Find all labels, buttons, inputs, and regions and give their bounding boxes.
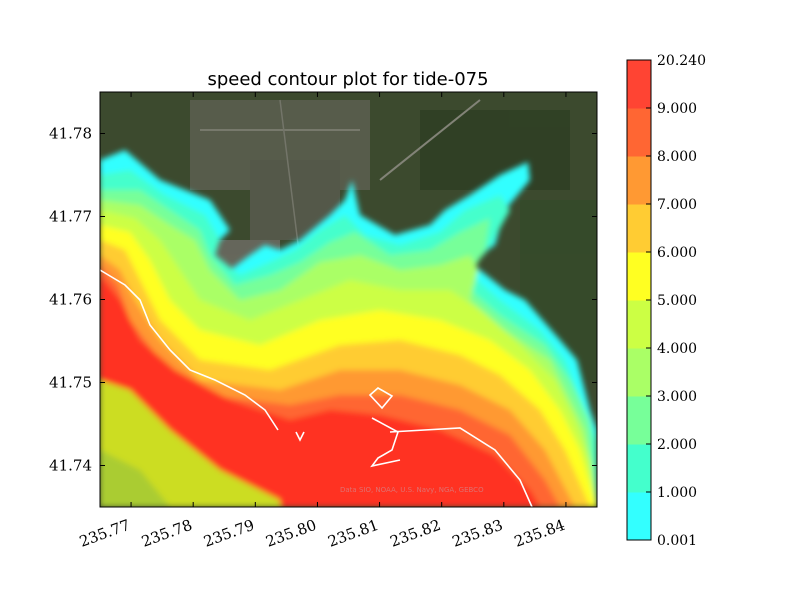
basemap-attribution: Data SIO, NOAA, U.S. Navy, NGA, GEBCO [340,486,484,494]
colorbar-label: 4.000 [657,341,697,357]
y-tick-label: 41.77 [49,208,92,226]
colorbar-segment [627,348,651,397]
colorbar-label: 8.000 [657,149,697,165]
x-tick-label: 235.80 [263,516,318,551]
x-tick-label: 235.79 [201,516,256,551]
chart-title: speed contour plot for tide-075 [207,69,488,90]
colorbar-label: 3.000 [657,389,697,405]
colorbar-label: 20.240 [657,53,706,69]
speed-contour-fill [100,150,597,507]
colorbar-segment [627,204,651,253]
x-tick-label: 235.78 [139,516,194,551]
colorbar-label: 7.000 [657,197,697,213]
x-tick-label: 235.82 [388,516,443,551]
y-tick-label: 41.78 [49,125,92,143]
x-tick-label: 235.83 [450,516,505,551]
shoreline-outline [100,269,533,507]
plot-area: Data SIO, NOAA, U.S. Navy, NGA, GEBCO [100,92,597,507]
y-tick-label: 41.75 [49,374,92,392]
colorbar: 0.001 1.000 2.000 3.000 4.000 5.000 6.000 7.000… [626,53,706,549]
colorbar-label: 5.000 [657,293,697,309]
colorbar-label: 1.000 [657,485,697,501]
colorbar-label: 0.001 [657,533,697,549]
colorbar-segment [627,492,651,541]
x-tick-label: 235.77 [77,516,132,551]
colorbar-segment [627,396,651,445]
colorbar-label: 9.000 [657,101,697,117]
colorbar-segment [627,60,651,109]
colorbar-segment [627,108,651,157]
colorbar-label: 6.000 [657,245,697,261]
colorbar-segment [627,444,651,493]
y-tick-label: 41.76 [49,291,92,309]
colorbar-segment [627,300,651,349]
colorbar-segment [627,156,651,205]
y-tick-label: 41.74 [49,457,92,475]
x-tick-label: 235.81 [325,516,380,551]
colorbar-label: 2.000 [657,437,697,453]
x-tick-label: 235.84 [512,516,567,551]
y-axis: 41.74 41.75 41.76 41.77 41.78 [49,125,597,475]
colorbar-segment [627,252,651,301]
